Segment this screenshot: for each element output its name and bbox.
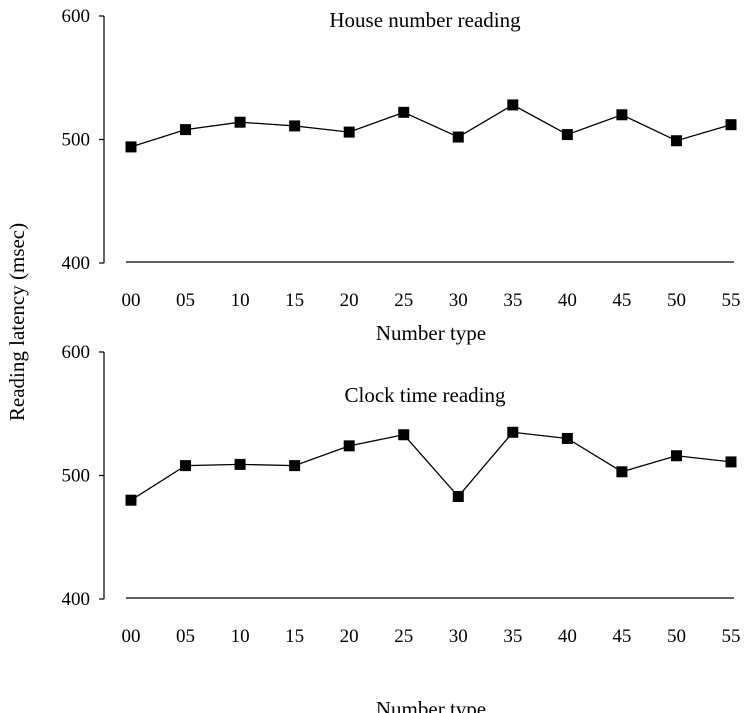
x-tick-label: 55 (722, 626, 741, 647)
x-tick-label: 45 (612, 626, 631, 647)
chart-title: House number reading (329, 8, 521, 32)
data-point (670, 135, 682, 147)
clock-time-chart: 400 500 600 00 05 10 15 20 25 30 35 40 45 50 55 Number … (62, 342, 741, 713)
data-point (452, 490, 464, 502)
x-tick-label: 15 (285, 626, 304, 647)
x-tick-label: 40 (558, 290, 577, 311)
data-point (234, 458, 246, 470)
x-tick-label: 30 (449, 626, 468, 647)
y-tick-label: 500 (62, 130, 91, 151)
x-tick-label: 05 (176, 626, 195, 647)
data-point (616, 466, 628, 478)
data-point (561, 129, 573, 141)
x-tick-label: 45 (612, 290, 631, 311)
x-tick-label: 20 (340, 290, 359, 311)
y-tick-label: 600 (62, 6, 91, 27)
data-point (670, 450, 682, 462)
data-point (725, 119, 737, 131)
data-point (507, 426, 519, 438)
x-tick-label: 05 (176, 290, 195, 311)
data-point (289, 460, 301, 472)
data-point (125, 141, 137, 153)
data-point (125, 494, 137, 506)
x-tick-label: 55 (722, 290, 741, 311)
x-tick-label: 25 (394, 290, 413, 311)
x-tick-label: 20 (340, 626, 359, 647)
y-tick-label: 600 (62, 342, 91, 363)
x-tick-label: 25 (394, 626, 413, 647)
x-tick-label: 00 (122, 626, 141, 647)
house-number-chart: 400 500 600 00 05 10 15 20 25 30 35 40 45 50 55 Number … (62, 6, 741, 345)
x-tick-label: 10 (231, 290, 250, 311)
data-point (616, 109, 628, 121)
series-line (130, 104, 732, 148)
data-point (343, 440, 355, 452)
x-tick-label: 40 (558, 626, 577, 647)
x-tick-label: 10 (231, 626, 250, 647)
y-tick-label: 400 (62, 589, 91, 610)
y-axis-label: Reading latency (msec) (5, 223, 29, 421)
data-point (180, 460, 192, 472)
x-axis-title: Number type (376, 697, 486, 713)
x-tick-label: 15 (285, 290, 304, 311)
x-tick-label: 35 (503, 290, 522, 311)
data-point (725, 456, 737, 468)
y-tick-label: 500 (62, 466, 91, 487)
data-point (398, 429, 410, 441)
data-point (289, 120, 301, 132)
x-tick-label: 50 (667, 290, 686, 311)
data-point (234, 116, 246, 128)
data-point (561, 432, 573, 444)
data-point (343, 126, 355, 138)
x-tick-label: 00 (122, 290, 141, 311)
data-point (507, 99, 519, 111)
data-point (398, 106, 410, 118)
chart-title: Clock time reading (345, 383, 506, 407)
series-line (130, 431, 732, 501)
x-tick-label: 30 (449, 290, 468, 311)
data-point (180, 124, 192, 136)
y-tick-label: 400 (62, 253, 91, 274)
x-axis-title: Number type (376, 321, 486, 345)
x-tick-label: 35 (503, 626, 522, 647)
x-tick-label: 50 (667, 626, 686, 647)
data-point (452, 131, 464, 143)
